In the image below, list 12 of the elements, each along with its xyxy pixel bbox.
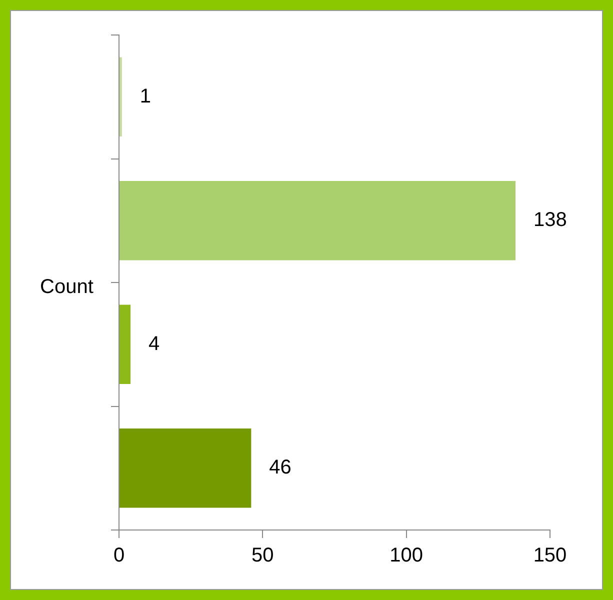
x-tick-label: 0 — [113, 544, 125, 567]
x-tick-label: 50 — [252, 544, 274, 567]
bar — [120, 304, 130, 384]
x-tick-label: 100 — [390, 544, 424, 567]
data-label: 1 — [140, 85, 151, 108]
data-label: 138 — [534, 209, 567, 232]
bar — [120, 181, 516, 260]
data-label: 46 — [269, 456, 292, 479]
bar — [120, 428, 252, 508]
y-axis-title: Count — [40, 276, 94, 299]
data-label: 4 — [148, 332, 160, 355]
x-tick-label: 150 — [533, 544, 567, 567]
